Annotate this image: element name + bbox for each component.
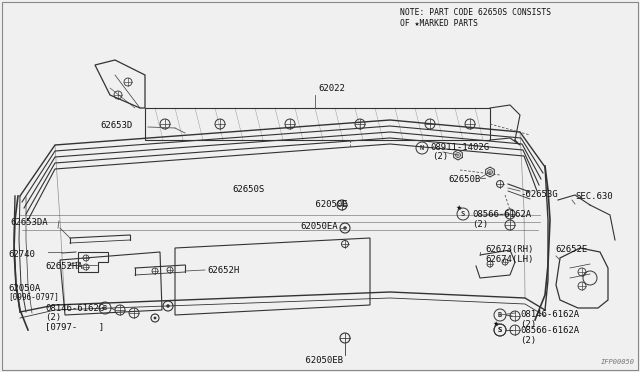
Text: 62050A: 62050A xyxy=(8,284,40,293)
Text: (2): (2) xyxy=(472,220,488,229)
Text: IFP00050: IFP00050 xyxy=(601,359,635,365)
Text: 62653DA: 62653DA xyxy=(10,218,47,227)
Text: 62050EA: 62050EA xyxy=(300,222,338,231)
Text: 62050EB: 62050EB xyxy=(300,356,343,365)
Text: ★: ★ xyxy=(493,321,499,327)
Text: (2): (2) xyxy=(45,313,61,322)
Text: (2): (2) xyxy=(520,336,536,345)
Text: 62650S: 62650S xyxy=(232,185,264,194)
Text: 62653D: 62653D xyxy=(100,122,132,131)
Text: [0797-    ]: [0797- ] xyxy=(45,322,104,331)
Text: (2): (2) xyxy=(520,320,536,329)
Text: 62652HA: 62652HA xyxy=(45,262,83,271)
Text: N: N xyxy=(420,145,424,151)
Text: 08146-6162G: 08146-6162G xyxy=(45,304,104,313)
Circle shape xyxy=(343,226,347,230)
Text: 08911-1402G: 08911-1402G xyxy=(430,143,489,152)
Text: S: S xyxy=(498,327,502,333)
Text: 62740: 62740 xyxy=(8,250,35,259)
Text: -62653G: -62653G xyxy=(520,190,557,199)
Circle shape xyxy=(166,304,170,308)
Text: (2): (2) xyxy=(432,152,448,161)
Text: S: S xyxy=(498,327,502,333)
Text: NOTE: PART CODE 62650S CONSISTS: NOTE: PART CODE 62650S CONSISTS xyxy=(400,8,551,17)
Text: SEC.630: SEC.630 xyxy=(575,192,612,201)
Text: B: B xyxy=(498,312,502,318)
Text: 62022: 62022 xyxy=(318,84,345,93)
Text: 08566-6162A: 08566-6162A xyxy=(520,326,579,335)
Text: 62050E: 62050E xyxy=(310,200,348,209)
Text: 08566-6162A: 08566-6162A xyxy=(472,210,531,219)
Text: 08146-6162A: 08146-6162A xyxy=(520,310,579,319)
Text: [0996-0797]: [0996-0797] xyxy=(8,292,59,301)
Text: B: B xyxy=(103,305,107,311)
Text: S: S xyxy=(461,211,465,217)
Text: ★: ★ xyxy=(456,205,462,211)
Text: 62650B: 62650B xyxy=(448,175,480,184)
Text: 62674(LH): 62674(LH) xyxy=(485,255,533,264)
Text: OF ★MARKED PARTS: OF ★MARKED PARTS xyxy=(400,19,478,28)
Text: 62673(RH): 62673(RH) xyxy=(485,245,533,254)
Text: 62652H: 62652H xyxy=(207,266,239,275)
Circle shape xyxy=(154,317,156,320)
Text: 62652E: 62652E xyxy=(555,245,588,254)
